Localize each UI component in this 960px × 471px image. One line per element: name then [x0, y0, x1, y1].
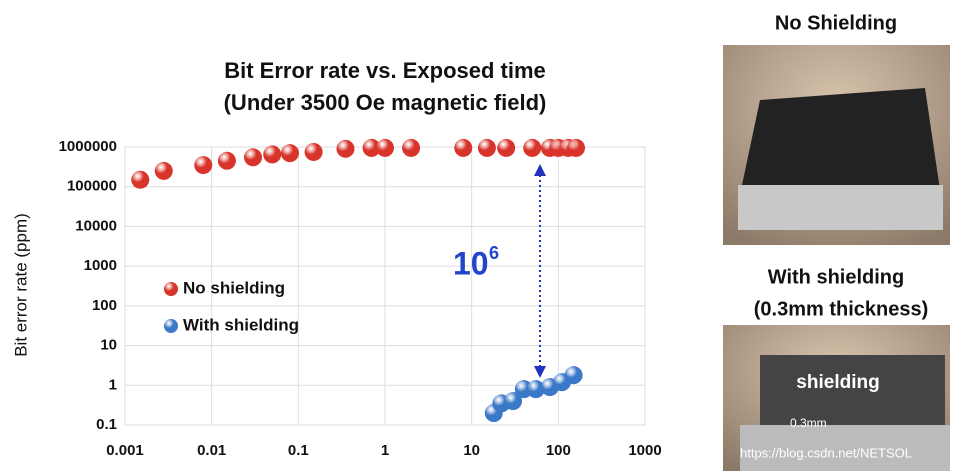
point [154, 161, 173, 180]
photo-title: No Shielding [775, 12, 897, 34]
point [376, 138, 394, 157]
point [402, 138, 421, 157]
point [280, 144, 299, 163]
watermark: https://blog.csdn.net/NETSOL [740, 445, 912, 460]
point [477, 138, 496, 157]
point [526, 380, 545, 399]
arrow-head [534, 366, 546, 378]
photo-title: (0.3mm thickness) [754, 298, 929, 320]
point [567, 138, 586, 157]
y-axis-label: Bit error rate (ppm) [11, 213, 30, 357]
y-tick-label: 1000 [84, 257, 117, 274]
y-tick-label: 100 [92, 297, 117, 314]
legend-label: With shielding [183, 315, 299, 334]
point [454, 138, 473, 157]
point [217, 151, 236, 170]
photo-label: 0.3mm [790, 416, 827, 430]
point [362, 138, 381, 157]
annotation-exponent: 6 [489, 243, 499, 263]
y-tick-label: 1000000 [59, 138, 117, 155]
y-tick-label: 1 [109, 376, 117, 393]
chip-pins [738, 185, 943, 230]
point [263, 145, 282, 164]
arrow-head [534, 164, 546, 176]
point [504, 392, 523, 411]
annotation-base: 10 [453, 245, 489, 281]
chip [742, 88, 940, 190]
legend-marker [164, 319, 178, 333]
x-tick-label: 10 [463, 442, 480, 459]
point [497, 138, 516, 157]
x-tick-label: 0.01 [197, 442, 226, 459]
plot: 0.1 1 10 100 1000 10000 100000 1000000 0.001 0.01… [59, 138, 662, 459]
y-tick-label: 0.1 [96, 416, 117, 433]
photo-label: shielding [796, 372, 879, 393]
x-tick-label: 0.001 [106, 442, 144, 459]
chart-title: Bit Error rate vs. Exposed time [224, 58, 546, 83]
x-tick-label: 100 [546, 442, 571, 459]
y-tick-label: 10 [100, 337, 117, 354]
y-tick-label: 10000 [75, 217, 117, 234]
photo-title: With shielding [768, 266, 904, 288]
point [194, 156, 213, 175]
point [523, 138, 542, 157]
x-tick-label: 1 [381, 442, 389, 459]
y-tick-label: 100000 [67, 178, 117, 195]
point [564, 366, 583, 385]
chip-pins [740, 425, 950, 471]
point [131, 170, 150, 189]
point [304, 142, 323, 161]
x-tick-label: 1000 [628, 442, 661, 459]
point [336, 139, 355, 158]
legend-marker [164, 282, 178, 296]
chart-title: (Under 3500 Oe magnetic field) [224, 90, 547, 115]
shield [760, 355, 945, 425]
point [244, 148, 263, 167]
legend-label: No shielding [183, 278, 285, 297]
x-tick-label: 0.1 [288, 442, 309, 459]
